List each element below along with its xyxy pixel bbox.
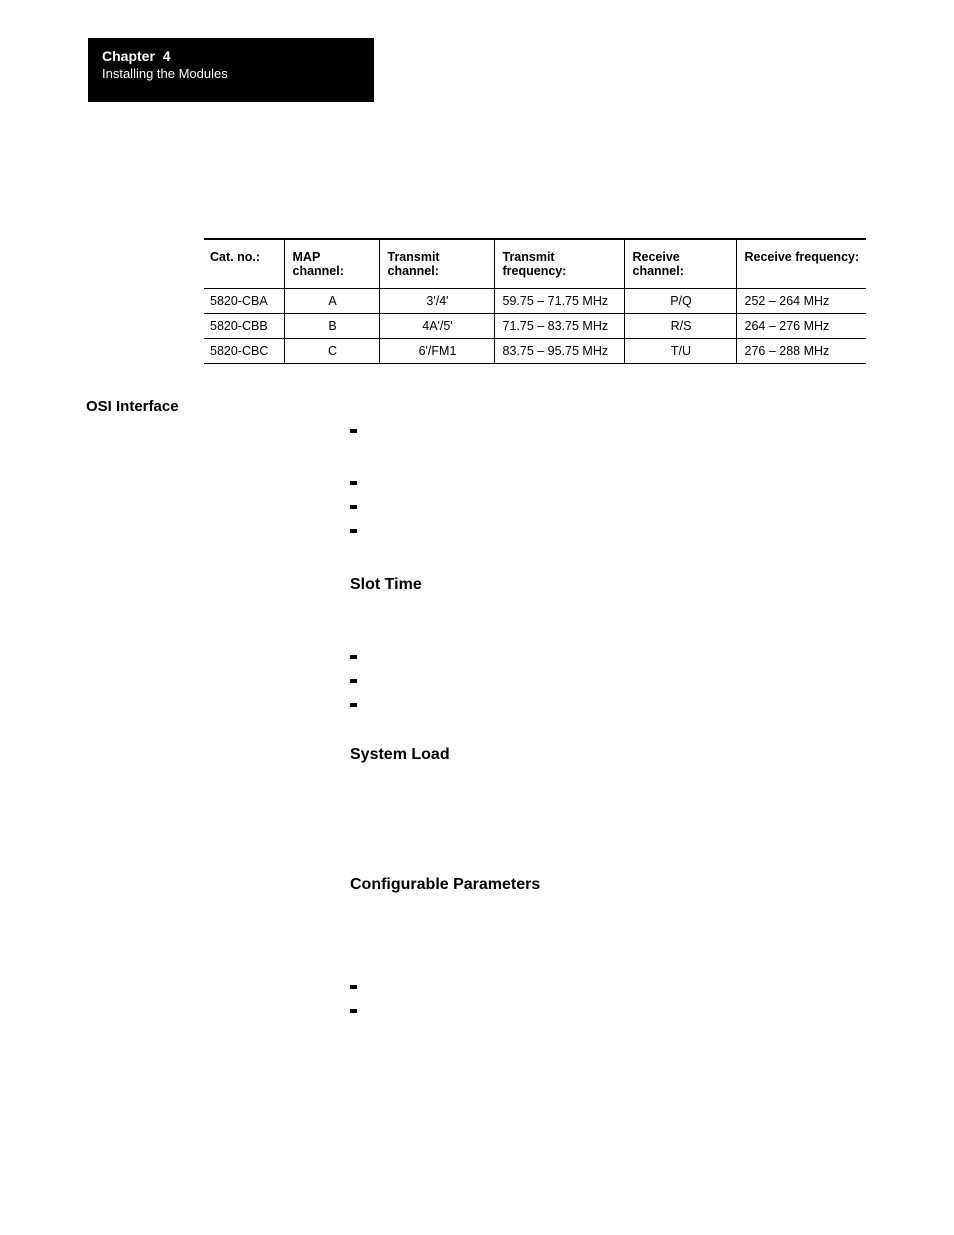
slot-time-heading: Slot Time (350, 576, 864, 594)
td-map: A (284, 289, 379, 314)
page: Chapter 4 Installing the Modules Cat. no… (0, 0, 954, 1235)
td-rxch: P/Q (624, 289, 736, 314)
table-row: 5820-CBB B 4A'/5' 71.75 – 83.75 MHz R/S … (204, 314, 866, 339)
list-item (350, 698, 864, 716)
td-rxf: 264 – 276 MHz (736, 314, 866, 339)
td-txch: 3'/4' (379, 289, 494, 314)
config-params-bullets (350, 980, 864, 1022)
td-rxch: T/U (624, 339, 736, 364)
td-cat: 5820-CBB (204, 314, 284, 339)
table-row: 5820-CBA A 3'/4' 59.75 – 71.75 MHz P/Q 2… (204, 289, 866, 314)
osi-bullets-area (350, 424, 864, 548)
chapter-header: Chapter 4 Installing the Modules (88, 38, 374, 102)
frequency-table: Cat. no.: MAP channel: Transmit channel:… (204, 238, 866, 364)
list-item (350, 1004, 864, 1022)
slot-time-section: Slot Time (350, 576, 864, 604)
list-item (350, 674, 864, 692)
list-item (350, 980, 864, 998)
td-rxch: R/S (624, 314, 736, 339)
list-item (350, 524, 864, 542)
th-txch: Transmit channel: (379, 239, 494, 289)
system-load-section: System Load (350, 746, 864, 774)
table-row: 5820-CBC C 6'/FM1 83.75 – 95.75 MHz T/U … (204, 339, 866, 364)
td-map: C (284, 339, 379, 364)
table-header-row: Cat. no.: MAP channel: Transmit channel:… (204, 239, 866, 289)
config-params-bullets-area (350, 980, 864, 1028)
list-item (350, 500, 864, 518)
th-txf: Transmit frequency: (494, 239, 624, 289)
th-map: MAP channel: (284, 239, 379, 289)
td-rxf: 276 – 288 MHz (736, 339, 866, 364)
th-rxf: Receive frequency: (736, 239, 866, 289)
td-txf: 83.75 – 95.75 MHz (494, 339, 624, 364)
slot-time-bullets-area (350, 650, 864, 722)
table-body: 5820-CBA A 3'/4' 59.75 – 71.75 MHz P/Q 2… (204, 289, 866, 364)
list-item (350, 650, 864, 668)
td-txf: 71.75 – 83.75 MHz (494, 314, 624, 339)
th-cat: Cat. no.: (204, 239, 284, 289)
slot-time-bullets (350, 650, 864, 716)
td-cat: 5820-CBC (204, 339, 284, 364)
osi-bullets (350, 424, 864, 542)
td-txch: 4A'/5' (379, 314, 494, 339)
chapter-label: Chapter (102, 48, 155, 64)
chapter-subtitle: Installing the Modules (102, 66, 360, 81)
list-item (350, 476, 864, 494)
list-item (350, 424, 864, 442)
chapter-line: Chapter 4 (102, 48, 360, 64)
chapter-number: 4 (163, 48, 171, 64)
td-txch: 6'/FM1 (379, 339, 494, 364)
td-txf: 59.75 – 71.75 MHz (494, 289, 624, 314)
td-cat: 5820-CBA (204, 289, 284, 314)
system-load-heading: System Load (350, 746, 864, 764)
config-params-section: Configurable Parameters (350, 876, 864, 904)
th-rxch: Receive channel: (624, 239, 736, 289)
td-map: B (284, 314, 379, 339)
config-params-heading: Configurable Parameters (350, 876, 864, 894)
side-heading-osi: OSI Interface (86, 398, 179, 415)
td-rxf: 252 – 264 MHz (736, 289, 866, 314)
frequency-table-wrap: Cat. no.: MAP channel: Transmit channel:… (204, 238, 866, 364)
